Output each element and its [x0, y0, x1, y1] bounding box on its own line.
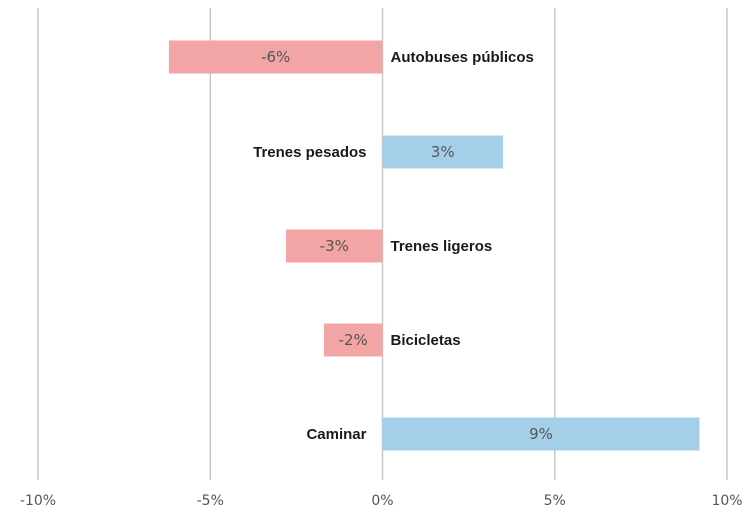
- x-tick-label: -5%: [197, 493, 224, 509]
- x-tick-label: 5%: [544, 493, 566, 509]
- x-tick-label: 0%: [371, 493, 393, 509]
- bars: [168, 40, 700, 451]
- bar: [286, 229, 383, 263]
- x-axis-tick-labels: -10% -5% 0% 5% 10%: [20, 493, 743, 509]
- bar: [323, 323, 383, 357]
- category-label: Trenes ligeros: [391, 238, 493, 255]
- data-label: -2%: [339, 331, 368, 349]
- bar: [382, 417, 700, 451]
- x-tick-label: -10%: [20, 493, 56, 509]
- category-label: Caminar: [306, 426, 366, 443]
- category-label: Bicicletas: [391, 332, 461, 349]
- bar: [382, 135, 504, 169]
- bar: [168, 40, 383, 74]
- data-label: -3%: [320, 237, 349, 255]
- data-label: 3%: [431, 143, 455, 161]
- data-label: 9%: [529, 425, 553, 443]
- data-label: -6%: [261, 48, 290, 66]
- category-label: Autobuses públicos: [391, 49, 534, 66]
- data-labels: -6% 3% -3% -2% 9%: [261, 48, 553, 443]
- category-label: Trenes pesados: [253, 144, 366, 161]
- category-labels: Autobuses públicos Trenes pesados Trenes l…: [253, 49, 534, 443]
- x-tick-label: 10%: [711, 493, 742, 509]
